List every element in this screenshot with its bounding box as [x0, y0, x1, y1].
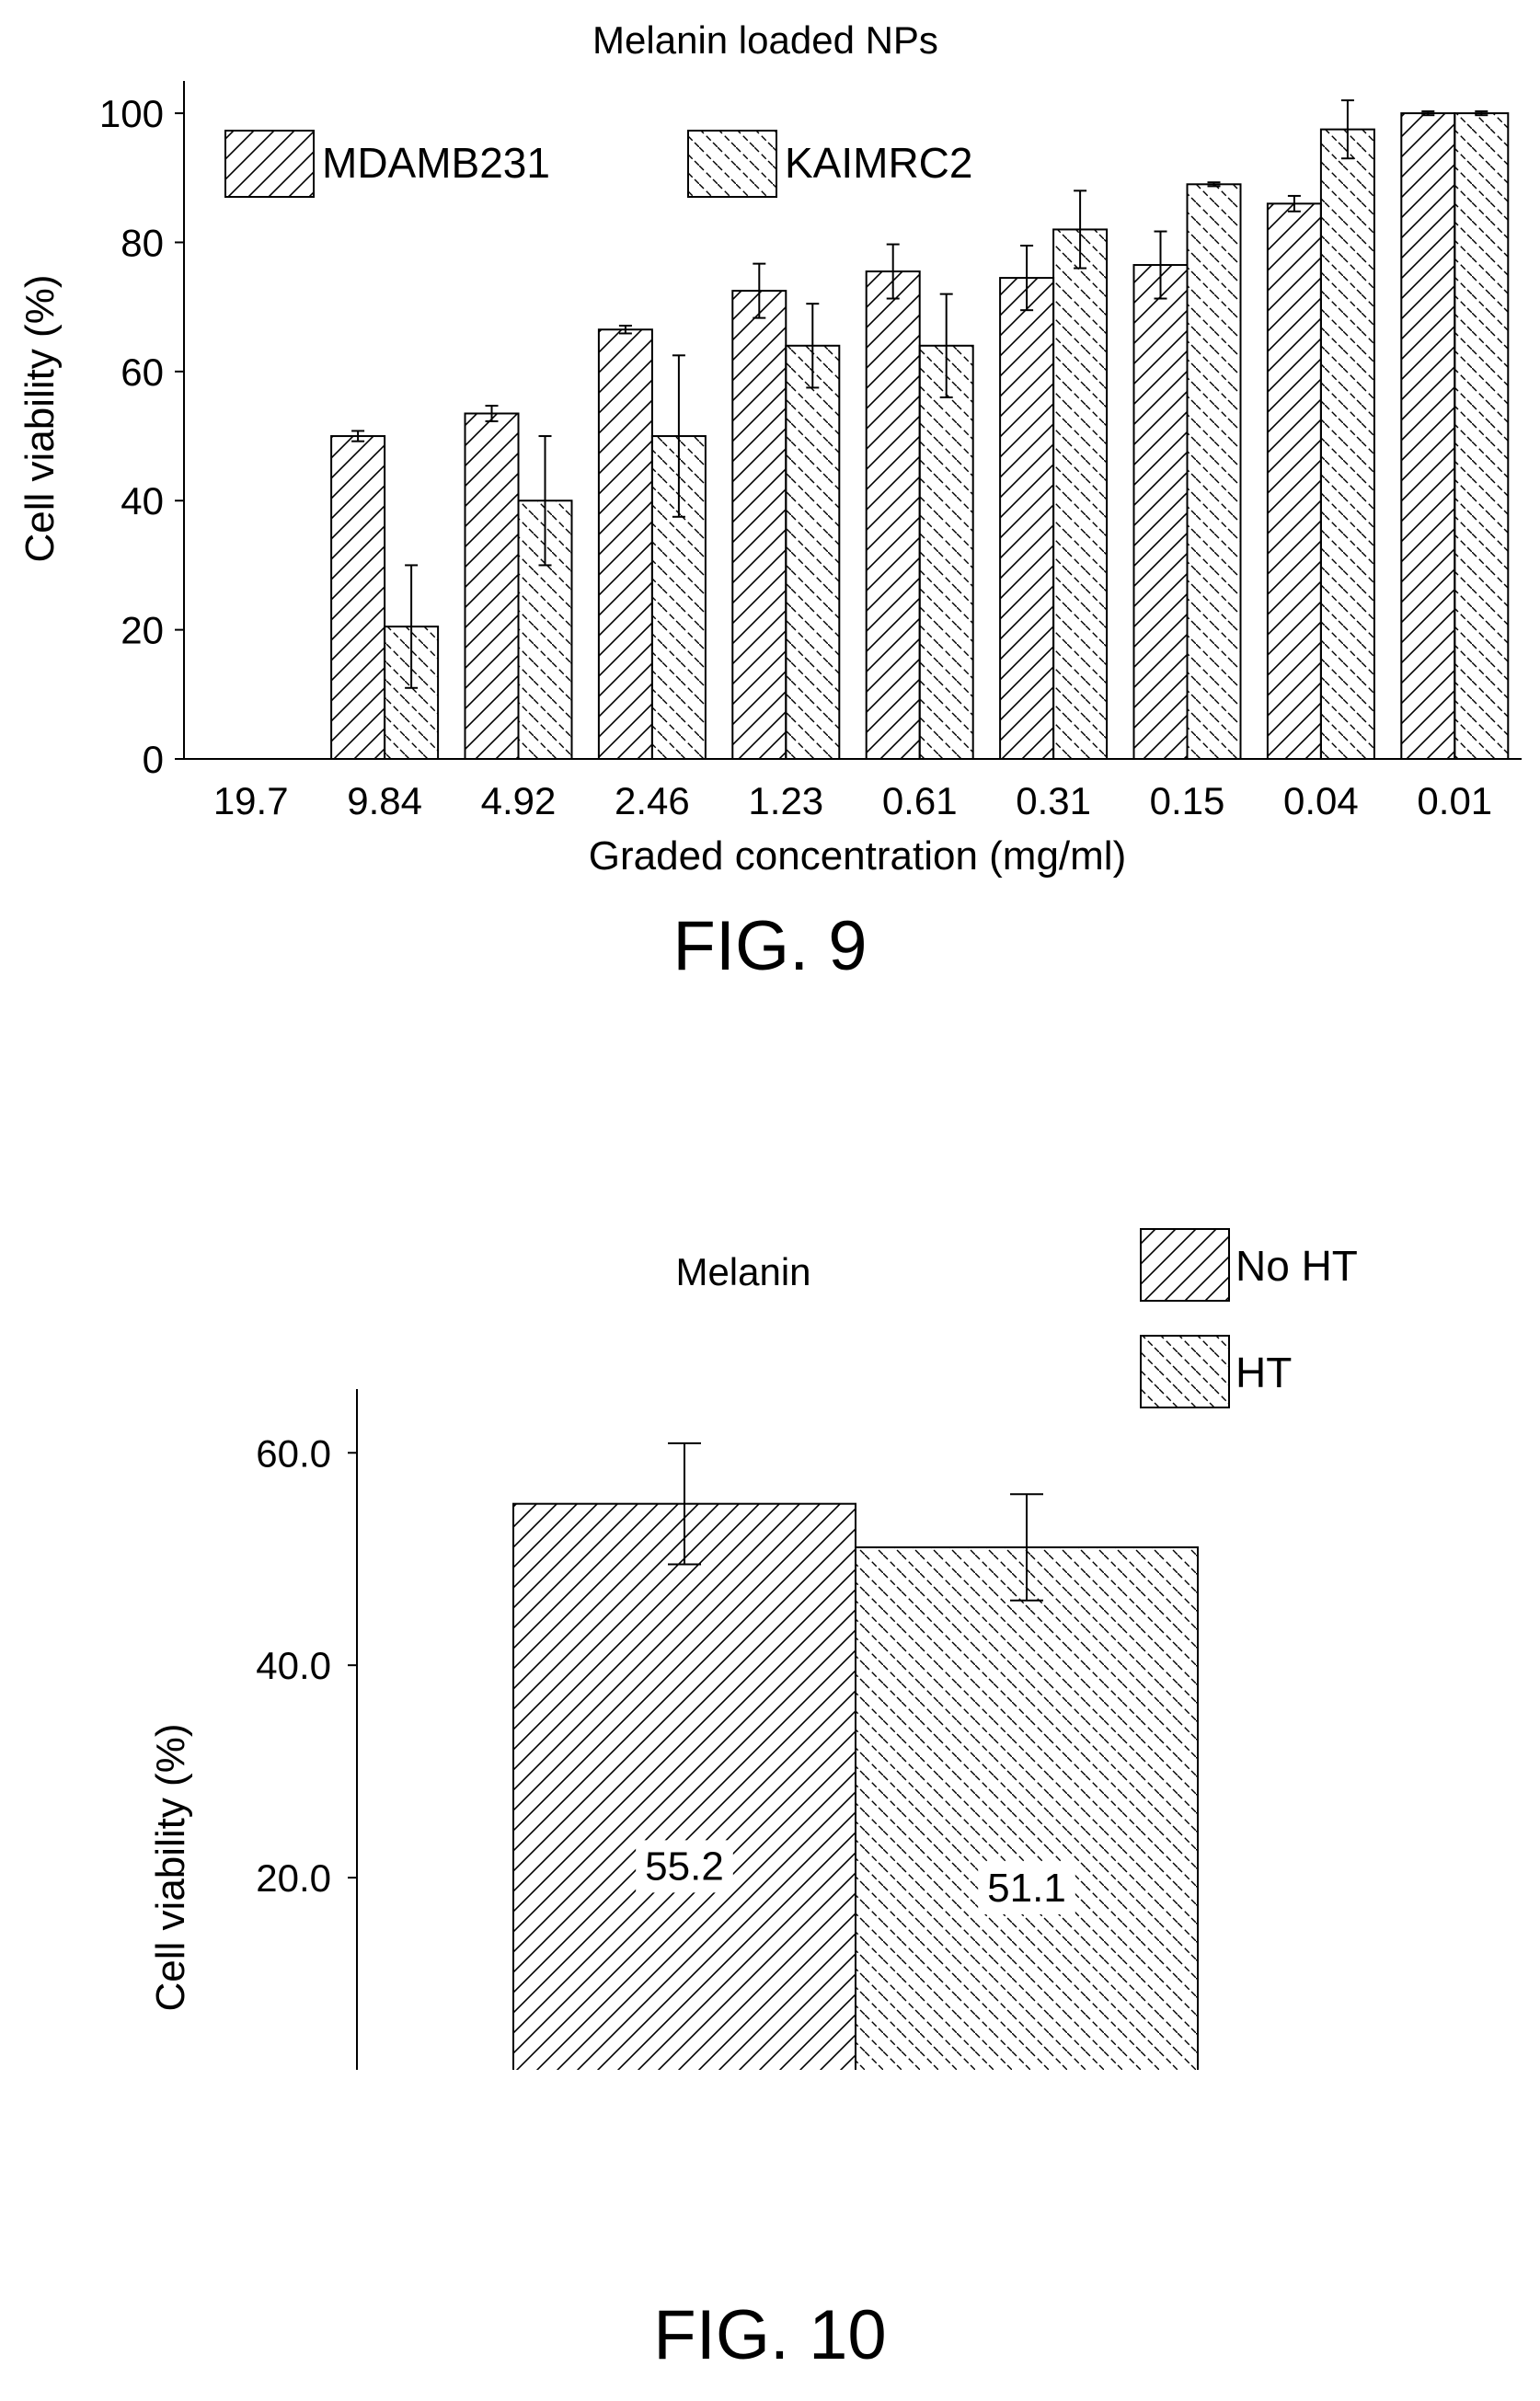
error-bar — [753, 262, 766, 319]
legend-swatch — [224, 130, 315, 198]
error-bar — [672, 354, 685, 518]
error-bar — [1421, 109, 1435, 117]
error-bar — [1287, 194, 1301, 213]
y-axis-label: Cell viability (%) — [148, 1724, 193, 2012]
chart-title: Melanin loaded NPs — [592, 18, 938, 62]
bar — [1319, 128, 1375, 760]
bar — [1454, 112, 1510, 761]
y-axis: 0 20 40 60 80 100 — [99, 81, 185, 781]
bar — [1052, 228, 1109, 760]
bar — [865, 270, 921, 760]
bar — [785, 344, 841, 760]
error-bar — [939, 293, 953, 398]
legend-label: No HT — [1235, 1242, 1358, 1290]
x-tick-label: 0.15 — [1150, 779, 1225, 822]
x-axis: 19.7 9.84 4.92 2.46 1.23 0.61 0.31 0.15 0.04 0.01 — [184, 758, 1522, 822]
y-tick-label: 100 — [99, 92, 164, 135]
bar — [512, 1502, 856, 2070]
x-tick-label: 4.92 — [481, 779, 557, 822]
fig10-chart: Melanin 0.020.040.060.0 48h 55.251.1 Cel… — [148, 1228, 1358, 2070]
error-bar — [1074, 190, 1087, 270]
y-tick-label: 20 — [121, 609, 164, 652]
y-tick-label: 0.0 — [278, 2069, 331, 2070]
error-bar — [1340, 99, 1354, 160]
legend-label: MDAMB231 — [322, 139, 550, 187]
bars: 55.2 51.1 — [512, 1442, 1199, 2070]
x-tick-label: 0.61 — [882, 779, 958, 822]
figure-caption-10: FIG. 10 — [653, 2296, 887, 2374]
bar — [918, 344, 974, 760]
bar — [855, 1546, 1199, 2070]
error-bar — [538, 435, 552, 567]
x-tick-label: 1.23 — [748, 779, 823, 822]
error-bar — [618, 325, 632, 335]
error-bar — [668, 1442, 701, 1566]
data-label-bg — [636, 1840, 733, 1893]
legend-label: KAIMRC2 — [785, 139, 972, 187]
error-bar — [886, 243, 900, 300]
bar — [517, 500, 573, 760]
bar — [330, 435, 386, 760]
y-tick-label: 40.0 — [256, 1644, 331, 1687]
bar — [1400, 112, 1456, 761]
x-tick-label: 0.01 — [1417, 779, 1492, 822]
bar — [464, 412, 520, 760]
bar — [731, 290, 787, 760]
legend-label: HT — [1235, 1349, 1292, 1396]
fig9-chart: Melanin loaded NPs 0 20 40 60 80 100 19.7 9.84… — [17, 18, 1522, 879]
legend-swatch — [1140, 1228, 1230, 1302]
data-label: 51.1 — [987, 1866, 1066, 1911]
error-bar — [351, 430, 365, 442]
x-tick-label: 19.7 — [213, 779, 289, 822]
y-tick-label: 80 — [121, 221, 164, 264]
y-axis-label: Cell viability (%) — [17, 275, 63, 563]
error-bar — [1154, 230, 1167, 300]
error-bar — [1010, 1493, 1043, 1602]
error-bar — [1475, 109, 1488, 117]
bar — [1132, 264, 1189, 760]
error-bar — [1207, 181, 1221, 188]
x-axis-label: Graded concentration (mg/ml) — [589, 833, 1126, 879]
legend: MDAMB231 KAIMRC2 — [224, 130, 972, 198]
legend-swatch — [1140, 1335, 1230, 1408]
figure-caption-9: FIG. 9 — [672, 907, 868, 985]
x-tick-label: 0.04 — [1283, 779, 1359, 822]
error-bar — [806, 303, 820, 389]
y-tick-label: 60.0 — [256, 1431, 331, 1475]
x-tick-label: 9.84 — [347, 779, 422, 822]
x-tick-label: 2.46 — [615, 779, 690, 822]
x-tick-label: 0.31 — [1016, 779, 1091, 822]
bar — [999, 277, 1055, 761]
y-tick-label: 60 — [121, 350, 164, 394]
error-bar — [1020, 244, 1034, 312]
legend: No HT HT — [1140, 1228, 1358, 1408]
bar — [1266, 202, 1322, 761]
error-bar — [485, 405, 499, 422]
bar — [597, 328, 653, 760]
y-tick-label: 40 — [121, 479, 164, 523]
bars — [330, 99, 1510, 761]
y-axis: 0.0 20.0 40.0 60.0 — [256, 1389, 358, 2070]
y-tick-label: 0 — [143, 738, 164, 781]
error-bar — [405, 564, 419, 689]
data-label: 55.2 — [645, 1844, 724, 1889]
data-label-bg — [978, 1862, 1075, 1915]
bar — [1186, 183, 1242, 761]
legend-swatch — [687, 130, 777, 198]
chart-title: Melanin — [675, 1250, 810, 1293]
y-tick-label: 20.0 — [256, 1856, 331, 1900]
